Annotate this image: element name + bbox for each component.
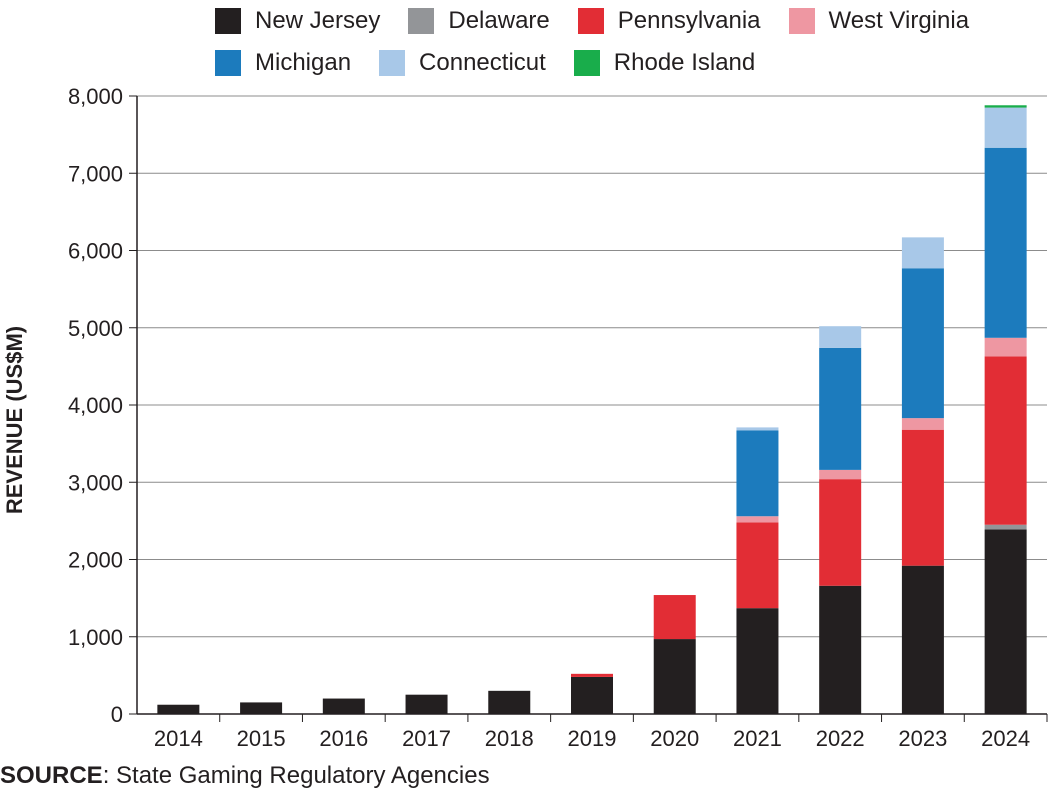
axes: 0 1,000 2,000 3,000 4,000 5,000 6,000 7,000 8,00… [68, 84, 1048, 751]
bar-2020-pennsylvania [653, 595, 696, 640]
x-tick-label-2023: 2023 [898, 726, 947, 751]
y-tick-label: 5,000 [68, 316, 123, 341]
source-note: SOURCE: State Gaming Regulatory Agencies [0, 762, 490, 790]
legend-swatch-west-virginia [788, 8, 815, 34]
y-tick-label: 8,000 [68, 84, 123, 109]
bar-2021-connecticut [736, 427, 779, 431]
x-tick-label-2018: 2018 [485, 726, 534, 751]
bar-2020-new-jersey [653, 639, 696, 714]
x-tick-label-2022: 2022 [816, 726, 865, 751]
legend-item-connecticut: Connecticut [379, 49, 546, 77]
legend-row-1: New Jersey Delaware Pennsylvania West Vi… [215, 0, 995, 42]
bar-2017-new-jersey [405, 694, 448, 714]
bar-2023-michigan [901, 268, 944, 419]
bar-2016-new-jersey [322, 698, 365, 714]
bar-2024-delaware [984, 524, 1027, 530]
x-tick-label-2017: 2017 [402, 726, 451, 751]
legend: New Jersey Delaware Pennsylvania West Vi… [215, 0, 995, 84]
bar-2022-michigan [819, 347, 862, 470]
x-tick-label-2020: 2020 [650, 726, 699, 751]
legend-label-connecticut: Connecticut [419, 49, 546, 76]
bar-2024-pennsylvania [984, 356, 1027, 525]
legend-label-west-virginia: West Virginia [828, 7, 970, 34]
bar-2024-new-jersey [984, 529, 1027, 714]
legend-item-pennsylvania: Pennsylvania [577, 7, 761, 35]
bar-2023-new-jersey [901, 565, 944, 714]
x-tick-label-2024: 2024 [981, 726, 1030, 751]
x-tick-label-2016: 2016 [319, 726, 368, 751]
bar-2022-west-virginia [819, 469, 862, 480]
bar-2024-west-virginia [984, 337, 1027, 357]
bar-2022-connecticut [819, 326, 862, 348]
bar-2023-west-virginia [901, 418, 944, 430]
bar-2024-connecticut [984, 107, 1027, 148]
x-tick-label-2021: 2021 [733, 726, 782, 751]
bar-2021-new-jersey [736, 608, 779, 714]
bar-2022-new-jersey [819, 585, 862, 714]
x-tick-label-2014: 2014 [154, 726, 203, 751]
legend-item-michigan: Michigan [215, 49, 351, 77]
x-tick-label-2015: 2015 [237, 726, 286, 751]
bar-2019-new-jersey [571, 676, 613, 714]
legend-label-pennsylvania: Pennsylvania [617, 7, 761, 34]
legend-row-2: Michigan Connecticut Rhode Island [215, 42, 995, 84]
legend-item-new-jersey: New Jersey [215, 7, 380, 35]
legend-swatch-connecticut [379, 50, 406, 76]
y-tick-label: 2,000 [68, 548, 123, 573]
legend-swatch-pennsylvania [577, 8, 604, 34]
legend-item-rhode-island: Rhode Island [573, 49, 756, 77]
legend-swatch-michigan [215, 50, 241, 76]
bar-2019-pennsylvania [571, 673, 613, 677]
y-tick-label: 7,000 [68, 161, 123, 186]
bar-2021-michigan [736, 430, 779, 517]
source-text: : State Gaming Regulatory Agencies [102, 762, 490, 789]
y-tick-label: 3,000 [68, 470, 123, 495]
legend-item-delaware: Delaware [408, 7, 550, 35]
legend-swatch-delaware [408, 8, 435, 34]
legend-label-new-jersey: New Jersey [255, 7, 381, 34]
bar-2015-new-jersey [240, 702, 283, 714]
legend-label-delaware: Delaware [448, 7, 550, 34]
legend-item-west-virginia: West Virginia [788, 7, 970, 35]
y-tick-label: 0 [111, 702, 123, 727]
y-tick-label: 4,000 [68, 393, 123, 418]
bar-2024-rhode-island [984, 105, 1027, 108]
bar-2023-pennsylvania [901, 429, 944, 566]
legend-label-rhode-island: Rhode Island [613, 49, 756, 76]
legend-swatch-new-jersey [215, 8, 241, 34]
legend-label-michigan: Michigan [255, 49, 352, 76]
gridlines [137, 95, 1047, 638]
bar-2023-connecticut [901, 237, 944, 269]
bar-2018-new-jersey [488, 690, 531, 714]
y-tick-label: 6,000 [68, 239, 123, 264]
bar-2021-west-virginia [736, 516, 779, 523]
legend-swatch-rhode-island [573, 50, 600, 76]
y-axis-title: REVENUE (US$M) [2, 326, 27, 514]
bar-2021-pennsylvania [736, 522, 779, 609]
y-tick-label: 1,000 [68, 625, 123, 650]
x-tick-label-2019: 2019 [568, 726, 617, 751]
bar-2022-pennsylvania [819, 479, 862, 586]
source-label: SOURCE [0, 762, 103, 789]
bars [157, 105, 1027, 714]
bar-2014-new-jersey [157, 704, 200, 714]
bar-2024-michigan [984, 147, 1027, 338]
